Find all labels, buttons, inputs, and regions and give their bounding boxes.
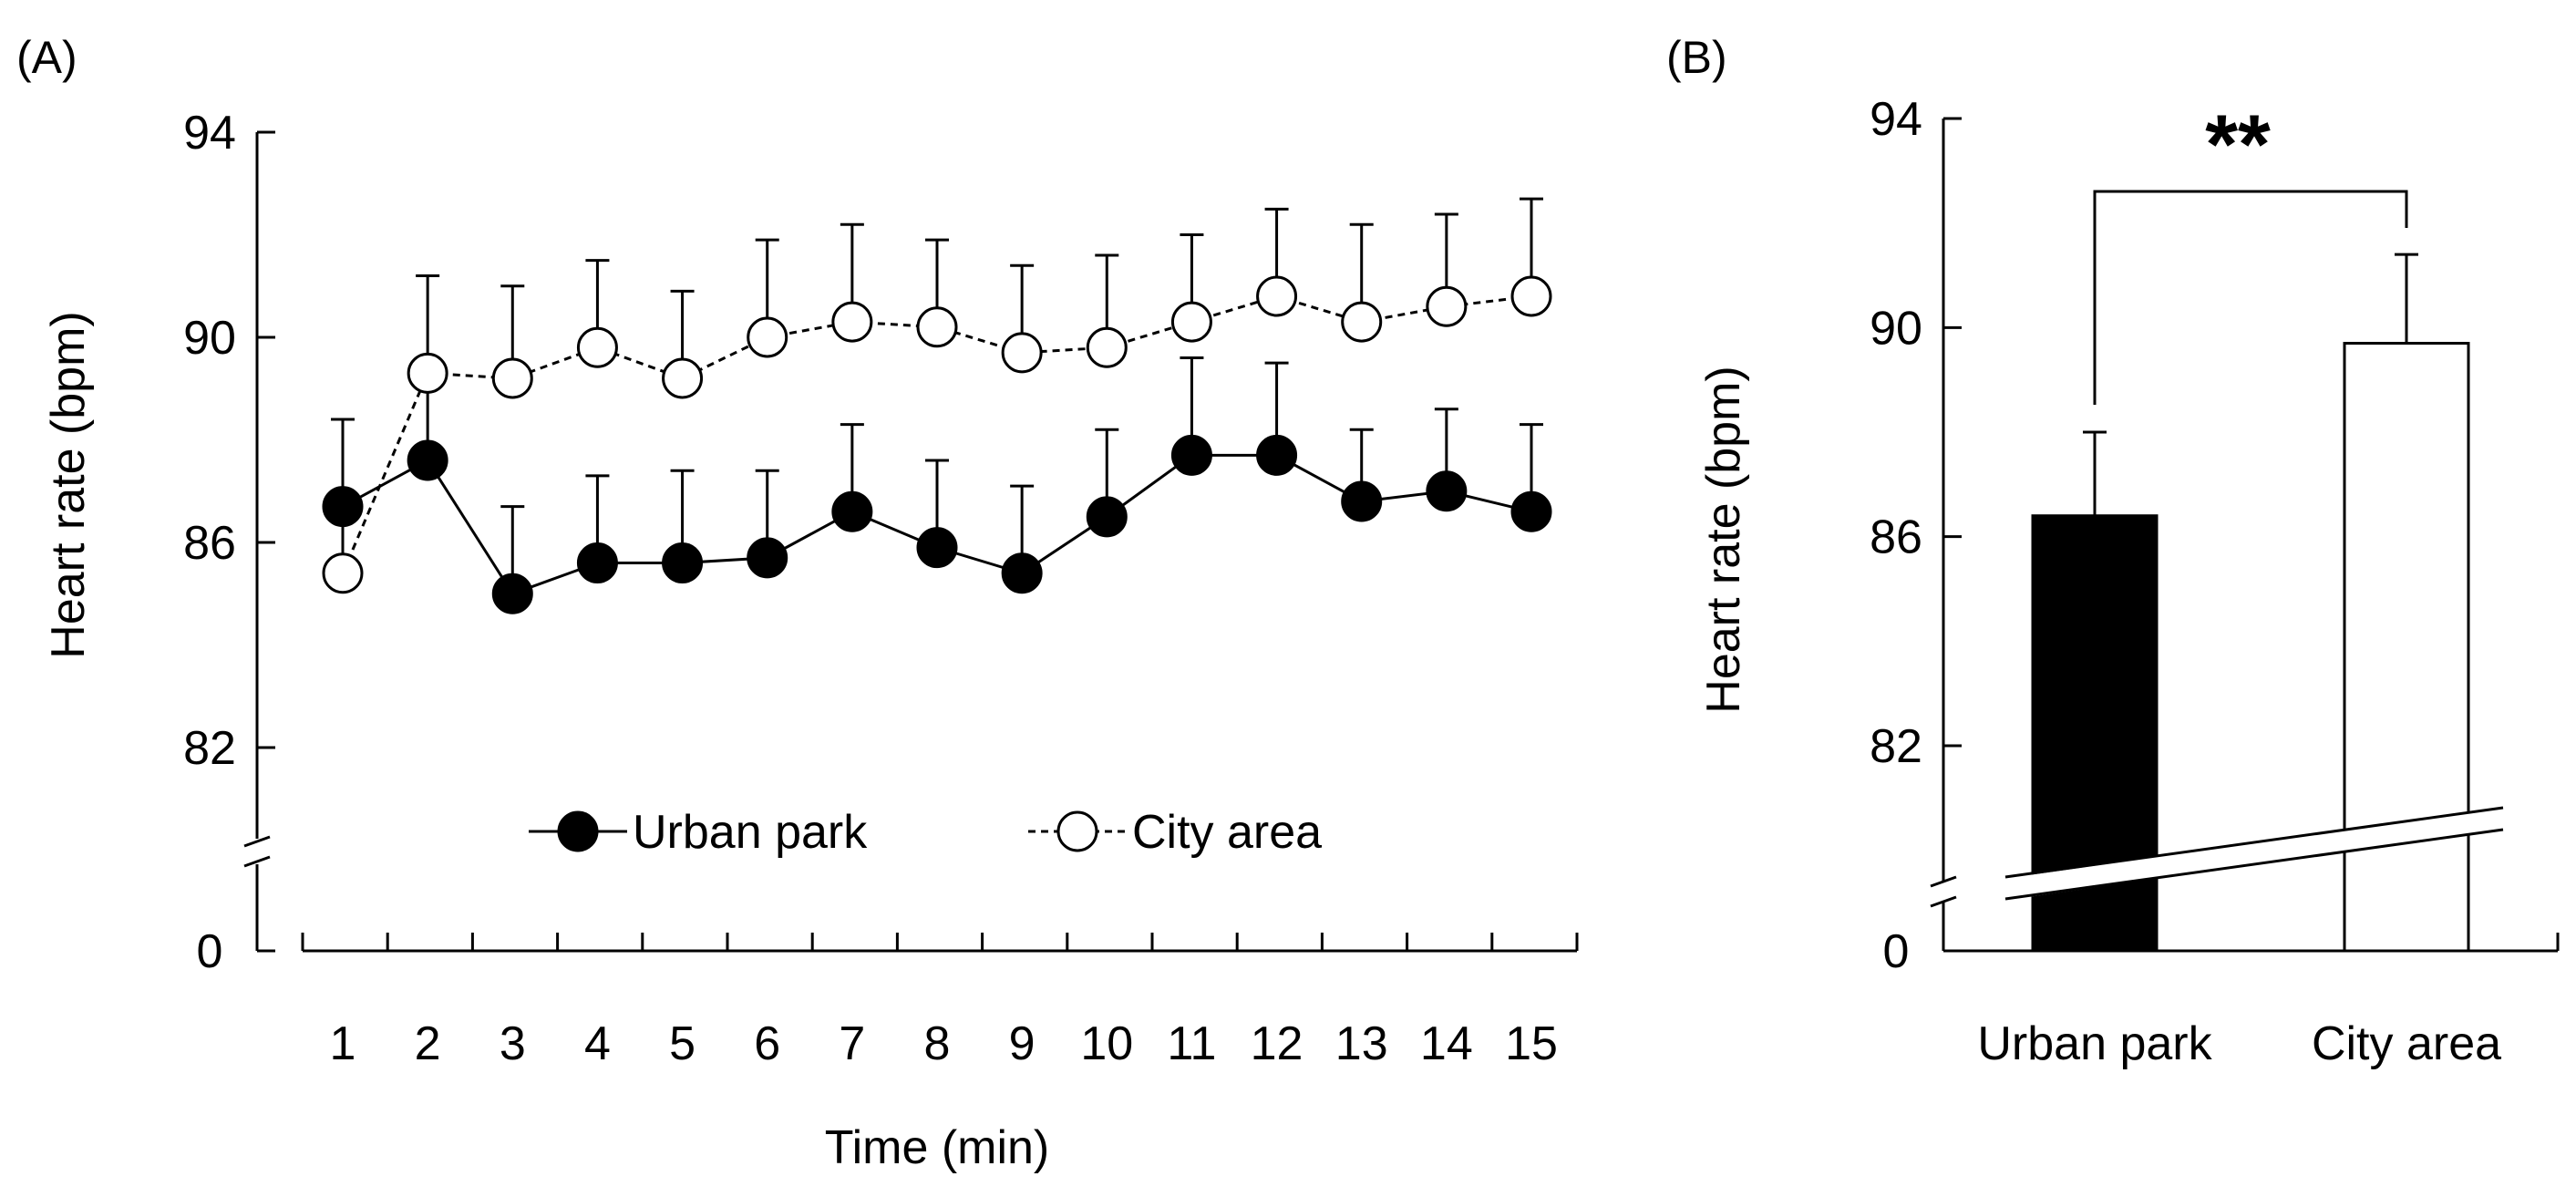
- panel-a-x-tick-label: 8: [924, 1017, 951, 1070]
- city-area-point: [491, 357, 533, 399]
- bar-city-area: [2343, 342, 2470, 953]
- panel-b-y-axis-break-mark: [1930, 875, 1957, 888]
- city-area-point: [576, 326, 618, 368]
- urban-park-point: [407, 439, 448, 481]
- panel-b-y-ticks: 0 82 86 90 94: [1870, 93, 1962, 978]
- city-area-point: [1426, 285, 1468, 327]
- urban-park-point: [831, 490, 873, 532]
- panel-a-label: (A): [16, 32, 77, 83]
- significance-label: **: [2205, 98, 2271, 191]
- city-area-point: [662, 357, 704, 399]
- panel-a-y-axis-break-mark: [243, 855, 271, 868]
- city-area-point: [1086, 326, 1128, 368]
- panel-a-legend: Urban park City area: [529, 806, 1322, 859]
- panel-a-y-ticks: 0 82 86 90 94: [183, 107, 275, 978]
- panel-b-category-label: Urban park: [1977, 1017, 2212, 1070]
- panel-a-y-tick-label: 90: [183, 312, 236, 365]
- urban-park-point: [1341, 480, 1383, 522]
- city-area-point: [1256, 275, 1298, 317]
- panel-b-category-labels: Urban park City area: [1977, 1017, 2501, 1070]
- urban-park-point: [916, 527, 958, 569]
- panel-a-x-tick-label: 2: [415, 1017, 441, 1070]
- panel-a-x-tick-label: 11: [1167, 1017, 1216, 1070]
- urban-park-point: [576, 542, 618, 583]
- panel-a-axes: [243, 132, 1577, 953]
- urban-park-point: [1256, 434, 1298, 476]
- urban-park-point: [1510, 490, 1552, 532]
- legend-urban-park-marker: [557, 810, 599, 852]
- urban-park-point: [1001, 552, 1043, 594]
- legend-urban-park-label: Urban park: [633, 806, 868, 859]
- panel-a-x-tick-label: 15: [1505, 1017, 1558, 1070]
- panel-a-x-ticks: 1 2 3 4 5 6 7 8 9 10 11 12 13 14 15: [301, 933, 1579, 1070]
- panel-a-x-tick-label: 1: [330, 1017, 356, 1070]
- panel-a-x-tick-label: 7: [839, 1017, 865, 1070]
- panel-a-y-tick-label: 0: [197, 925, 223, 978]
- panel-b-bar-chart: (B) 0 82 86 90 94 Urban park City area Heart …: [1666, 32, 2560, 1070]
- panel-b-axis-break-band: [1925, 808, 2503, 912]
- panel-a-y-axis-break-mark: [243, 835, 271, 848]
- panel-a-x-tick-label: 13: [1335, 1017, 1388, 1070]
- panel-a-x-tick-label: 12: [1251, 1017, 1303, 1070]
- panel-b-y-axis-label: Heart rate (bpm): [1697, 366, 1750, 713]
- panel-b-y-tick-label: 82: [1870, 720, 1922, 773]
- city-area-point: [1001, 332, 1043, 374]
- panel-a-x-tick-label: 14: [1420, 1017, 1473, 1070]
- city-area-point: [747, 316, 788, 358]
- urban-park-point: [1426, 470, 1468, 512]
- city-area-point: [407, 352, 448, 394]
- panel-b-category-label: City area: [2312, 1017, 2501, 1070]
- panel-a-x-tick-label: 4: [584, 1017, 611, 1070]
- series-urban-park: [322, 356, 1552, 614]
- panel-a-x-axis-label: Time (min): [825, 1121, 1050, 1174]
- city-area-point: [322, 552, 364, 594]
- urban-park-point: [1086, 496, 1128, 538]
- panel-b-y-tick-label: 90: [1870, 302, 1922, 355]
- city-area-point: [1341, 301, 1383, 343]
- panel-a-y-tick-label: 94: [183, 107, 236, 160]
- urban-park-point: [1170, 434, 1212, 476]
- legend-city-area-label: City area: [1132, 806, 1322, 859]
- panel-a-x-tick-label: 6: [754, 1017, 780, 1070]
- panel-b-significance-bracket: **: [2093, 98, 2408, 405]
- urban-park-point: [491, 573, 533, 614]
- panel-b-y-tick-label: 94: [1870, 93, 1922, 146]
- panel-b-axes: [1930, 119, 2560, 953]
- city-area-point: [1510, 275, 1552, 317]
- panel-b-y-tick-label: 0: [1883, 925, 1910, 978]
- panel-a-y-axis-label: Heart rate (bpm): [42, 311, 95, 658]
- panel-b-y-axis-break-mark: [1930, 895, 1957, 908]
- panel-a-y-tick-label: 82: [183, 722, 236, 775]
- city-area-line: [341, 294, 1532, 574]
- panel-a-x-tick-label: 5: [669, 1017, 696, 1070]
- panel-a-y-tick-label: 86: [183, 517, 236, 570]
- urban-park-point: [662, 542, 704, 583]
- city-area-point: [1170, 301, 1212, 343]
- city-area-point: [916, 306, 958, 348]
- panel-a-x-tick-label: 9: [1009, 1017, 1036, 1070]
- panel-a-series: [322, 197, 1552, 614]
- panel-b-axis-break-line: [2004, 828, 2504, 901]
- panel-b-axis-break-line: [2004, 806, 2504, 879]
- city-area-point: [831, 301, 873, 343]
- panel-b-bars: [1925, 253, 2504, 953]
- urban-park-point: [747, 537, 788, 579]
- panel-a-x-tick-label: 10: [1080, 1017, 1133, 1070]
- panel-b-label: (B): [1666, 32, 1727, 83]
- series-city-area: [322, 197, 1552, 594]
- panel-a-x-tick-label: 3: [500, 1017, 526, 1070]
- significance-bracket-line: [2093, 190, 2408, 405]
- legend-city-area-marker: [1056, 810, 1098, 852]
- panel-b-y-tick-label: 86: [1870, 511, 1922, 564]
